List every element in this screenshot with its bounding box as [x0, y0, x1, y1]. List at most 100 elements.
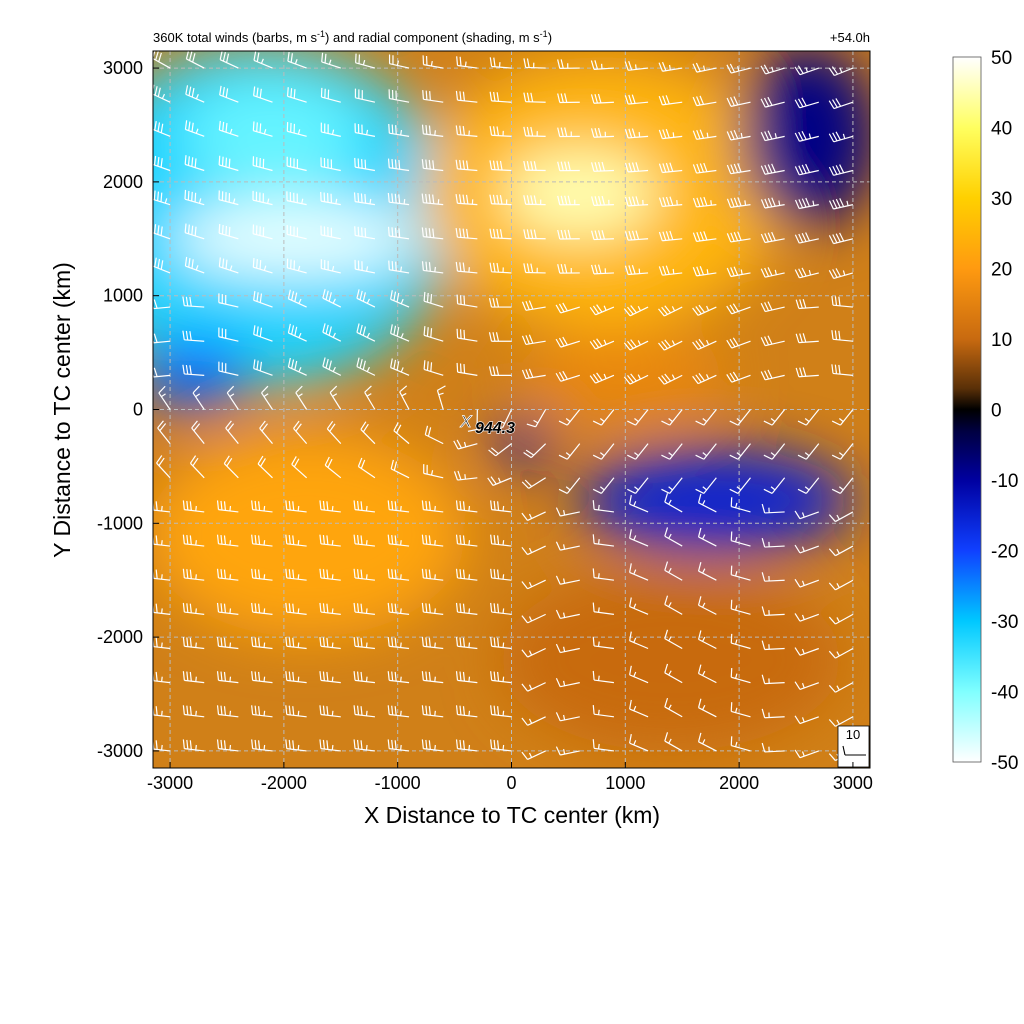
wind-barb [592, 534, 615, 547]
wind-barb [285, 568, 307, 581]
title-part-b: ) and radial component (shading, m s [325, 30, 540, 45]
colorbar-tick-label: 10 [991, 330, 1012, 351]
wind-barb [797, 477, 820, 494]
wind-barb [322, 323, 342, 342]
wind-barb [456, 56, 478, 69]
wind-barb [624, 230, 649, 241]
wind-barb [184, 256, 205, 274]
wind-barb [592, 704, 615, 718]
wind-barb [353, 671, 375, 684]
wind-barb [629, 529, 649, 547]
wind-barb [455, 705, 478, 718]
wind-barb [629, 733, 649, 752]
wind-barb [623, 373, 649, 385]
wind-barb [730, 531, 751, 547]
wind-barb [697, 493, 717, 513]
wind-barb [455, 602, 478, 615]
wind-barb [521, 368, 546, 380]
wind-barb [760, 163, 785, 175]
wind-barb [387, 226, 410, 240]
wind-barb [761, 538, 785, 548]
wind-barb [763, 409, 786, 426]
wind-barb [387, 636, 410, 650]
wind-barb [697, 630, 717, 650]
wind-barb [523, 443, 547, 459]
wind-barb [218, 257, 239, 274]
wind-barb [661, 409, 683, 426]
wind-barb [664, 629, 683, 650]
wind-barb [760, 96, 785, 108]
wind-barb [251, 534, 273, 547]
wind-barb [664, 561, 683, 581]
wind-barb [287, 51, 307, 69]
wind-barb [421, 227, 444, 240]
wind-barb [760, 301, 785, 313]
wind-barb [364, 385, 376, 410]
wind-barb [695, 477, 717, 494]
wind-barb [354, 259, 376, 274]
wind-barb [387, 602, 410, 615]
wind-barb [763, 477, 786, 494]
wind-barb [697, 664, 717, 684]
wind-barb [455, 261, 478, 274]
wind-barb [794, 681, 819, 691]
wind-barb [226, 385, 239, 410]
wind-barb [521, 647, 546, 658]
wind-barb [319, 568, 341, 581]
wind-barb [730, 633, 751, 650]
wind-barb [153, 155, 171, 172]
wind-barb [629, 563, 649, 581]
wind-barb [828, 98, 854, 110]
y-tick-label: 3000 [103, 58, 143, 78]
wind-barb [831, 443, 854, 460]
wind-barb [285, 739, 307, 752]
wind-barb [831, 409, 854, 426]
wind-barb [387, 568, 410, 581]
x-tick-label: 3000 [833, 773, 873, 793]
wind-barb [794, 647, 819, 656]
wind-barb [658, 230, 683, 242]
wind-barb [153, 84, 171, 103]
wind-barb [216, 500, 239, 513]
wind-barb [286, 225, 307, 240]
wind-barb [216, 671, 239, 684]
shading-region [500, 568, 842, 751]
wind-barb [658, 95, 683, 106]
wind-barb [218, 293, 239, 308]
wind-barb [390, 324, 410, 342]
tc-center-pressure: 944.3 [475, 420, 515, 437]
wind-barb [360, 421, 376, 445]
wind-barb [320, 225, 341, 240]
wind-barb [252, 156, 273, 172]
wind-barb [218, 190, 239, 206]
wind-barb [421, 602, 444, 615]
x-tick-label: 0 [506, 773, 516, 793]
wind-barb [388, 54, 410, 69]
wind-barb [726, 96, 751, 107]
wind-barb [390, 290, 410, 308]
wind-barb [555, 643, 580, 654]
wind-barb [253, 291, 273, 308]
y-tick-label: -2000 [97, 627, 143, 647]
shading-region [739, 51, 870, 228]
wind-barb [555, 302, 580, 314]
wind-barb [322, 357, 342, 376]
wind-barb [455, 739, 478, 752]
wind-barb [828, 66, 854, 77]
wind-barb [223, 455, 239, 479]
wind-barb [456, 328, 478, 342]
wind-barb [287, 289, 307, 308]
wind-barb [658, 339, 683, 351]
wind-barb [388, 123, 410, 137]
wind-barb [555, 575, 580, 585]
wind-barb [489, 160, 512, 172]
wind-barb [287, 357, 307, 376]
x-tick-label: -3000 [147, 773, 193, 793]
wind-barb [629, 665, 649, 684]
wind-barb [387, 192, 410, 206]
wind-barb [794, 163, 819, 176]
wind-barb [831, 330, 853, 342]
wind-barb [726, 371, 751, 383]
wind-barb [797, 443, 820, 460]
wind-barb [558, 409, 581, 426]
